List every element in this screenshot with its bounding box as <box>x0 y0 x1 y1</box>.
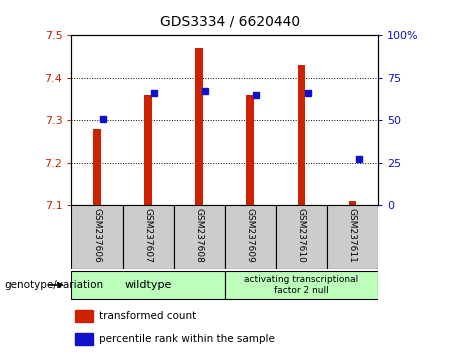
Text: GSM237609: GSM237609 <box>246 209 255 263</box>
Bar <box>75 309 93 322</box>
Text: activating transcriptional
factor 2 null: activating transcriptional factor 2 null <box>244 275 359 295</box>
Bar <box>297 65 305 205</box>
Text: transformed count: transformed count <box>99 311 196 321</box>
Text: GSM237606: GSM237606 <box>93 209 101 263</box>
Bar <box>174 205 225 269</box>
Text: GDS3334 / 6620440: GDS3334 / 6620440 <box>160 14 301 28</box>
Bar <box>123 205 174 269</box>
Bar <box>195 48 203 205</box>
Text: wildtype: wildtype <box>124 280 172 290</box>
Bar <box>327 205 378 269</box>
Bar <box>225 205 276 269</box>
Bar <box>71 271 225 299</box>
Bar <box>144 95 152 205</box>
Bar <box>247 95 254 205</box>
Bar <box>276 205 327 269</box>
Bar <box>71 205 123 269</box>
Text: GSM237608: GSM237608 <box>195 209 204 263</box>
Bar <box>349 201 356 205</box>
Bar <box>225 271 378 299</box>
Text: GSM237610: GSM237610 <box>297 209 306 263</box>
Bar <box>93 129 101 205</box>
Text: genotype/variation: genotype/variation <box>5 280 104 290</box>
Text: GSM237611: GSM237611 <box>348 209 357 263</box>
Bar <box>75 332 93 346</box>
Text: GSM237607: GSM237607 <box>143 209 153 263</box>
Text: percentile rank within the sample: percentile rank within the sample <box>99 334 275 344</box>
